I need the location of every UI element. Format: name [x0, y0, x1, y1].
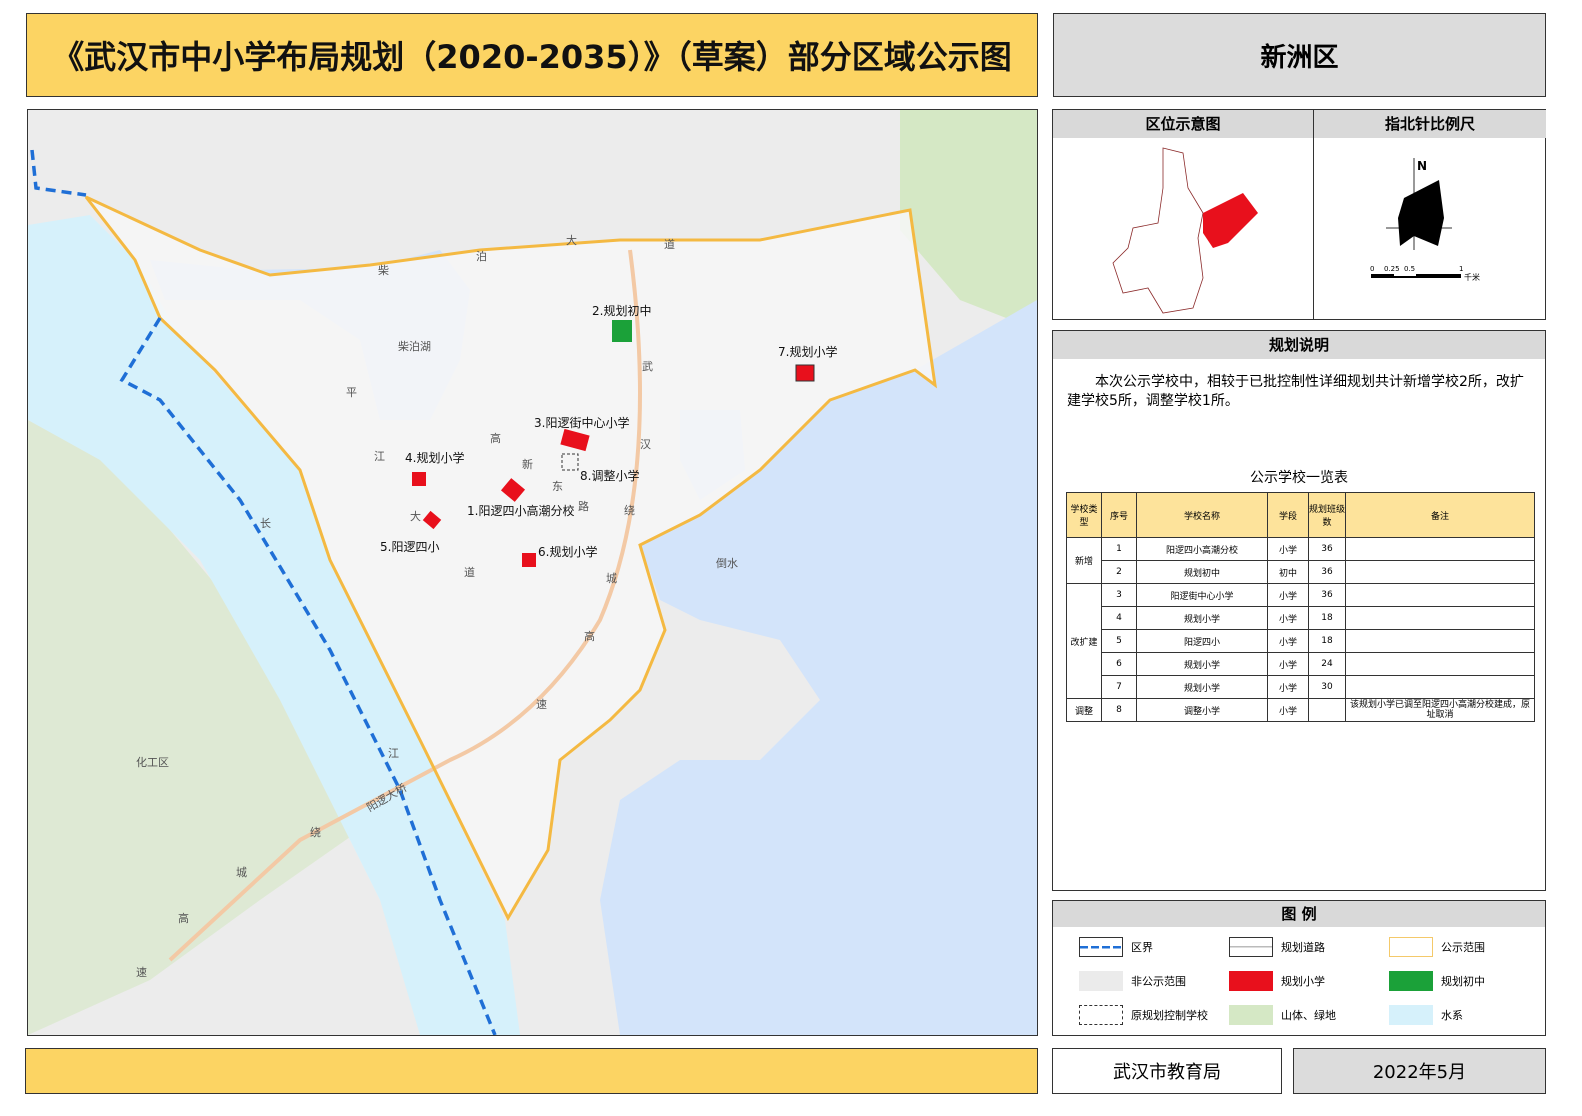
- road-swatch: [1229, 937, 1273, 957]
- footer-date: 2022年5月: [1293, 1048, 1546, 1094]
- road-labels: 大泊 道柴 平江 大道 武汉 绕城 高速 高新 东路 长江 绕城 高速: [136, 233, 675, 979]
- school-8-marker: [561, 453, 579, 471]
- school-table: 学校类型 序号 学校名称 学段 规划班级数 备注 新增 1 阳逻四小高潮分校 小学 36 2 规划初中…: [1066, 492, 1535, 722]
- svg-text:江: 江: [374, 450, 385, 463]
- table-row: 6 规划小学 小学 24: [1067, 652, 1535, 676]
- svg-text:绕: 绕: [624, 504, 635, 517]
- boundary-line: [84, 195, 937, 922]
- place-label: 柴泊湖: [398, 339, 431, 353]
- compass-title: 指北针比例尺: [1314, 110, 1546, 138]
- school-5-marker: [422, 510, 442, 530]
- svg-text:高: 高: [490, 431, 501, 445]
- green-area: [28, 420, 360, 1035]
- school-label: 5.阳逻四小: [380, 540, 439, 554]
- svg-text:江: 江: [388, 747, 399, 760]
- school-4-marker: [412, 472, 426, 486]
- water-swatch: [1389, 1005, 1433, 1025]
- table-row: 2 规划初中 初中 36: [1067, 560, 1535, 584]
- svg-text:柴: 柴: [378, 263, 389, 277]
- svg-text:泊: 泊: [476, 250, 487, 263]
- svg-text:汉: 汉: [640, 438, 651, 451]
- notes-text: 本次公示学校中，相较于已批控制性详细规划共计新增学校2所，改扩建学校5所，调整学…: [1067, 374, 1524, 409]
- school-label: 7.规划小学: [778, 344, 837, 359]
- table-row: 5 阳逻四小 小学 18: [1067, 629, 1535, 653]
- svg-text:路: 路: [578, 500, 589, 513]
- highway: [168, 249, 642, 962]
- north-label: N: [1417, 159, 1427, 173]
- compass-scale: N 0 0.25 0.5 1 千米: [1370, 158, 1480, 282]
- school-2-marker: [612, 320, 632, 342]
- svg-text:0.5: 0.5: [1404, 265, 1415, 273]
- svg-text:0.25: 0.25: [1384, 265, 1400, 273]
- svg-text:城: 城: [606, 572, 617, 585]
- school-label: 4.规划小学: [405, 450, 464, 465]
- school-label: 6.规划小学: [538, 544, 597, 559]
- nonpublic-swatch: [1079, 971, 1123, 991]
- legend-panel: 图 例 区界 规划道路 公示范围 非公示范围 规划小学 规划初中 原规划控制学校…: [1052, 900, 1546, 1036]
- school-label: 3.阳逻街中心小学: [534, 415, 629, 430]
- table-row: 新增 1 阳逻四小高潮分校 小学 36: [1066, 537, 1535, 584]
- school-3-marker: [560, 428, 590, 452]
- table-row: 4 规划小学 小学 18: [1067, 606, 1535, 630]
- school-7-marker: [795, 364, 815, 382]
- public-area: [86, 197, 935, 918]
- primary-school-swatch: [1229, 971, 1273, 991]
- place-label: 化工区: [136, 755, 169, 769]
- river-yangtze: [28, 215, 520, 1035]
- svg-text:1: 1: [1459, 265, 1463, 273]
- svg-text:长: 长: [260, 517, 271, 530]
- svg-text:绕: 绕: [310, 826, 321, 839]
- svg-text:高: 高: [178, 911, 189, 925]
- school-label: 2.规划初中: [592, 303, 651, 318]
- svg-text:大: 大: [566, 233, 577, 247]
- page-title: 《武汉市中小学布局规划（2020-2035）》（草案）部分区域公示图: [26, 13, 1038, 97]
- map[interactable]: 2.规划初中 7.规划小学 3.阳逻街中心小学 8.调整小学 4.规划小学 1.…: [27, 109, 1038, 1036]
- district-name: 新洲区: [1053, 13, 1546, 97]
- school-label: 1.阳逻四小高潮分校: [467, 503, 574, 518]
- notes-title: 规划说明: [1053, 331, 1545, 359]
- footer-org: 武汉市教育局: [1052, 1048, 1282, 1094]
- inset-panel: 区位示意图 指北针比例尺 N 0 0.25 0.5 1 千米: [1052, 109, 1546, 320]
- svg-text:新: 新: [522, 457, 533, 471]
- svg-text:0: 0: [1370, 265, 1374, 273]
- svg-text:平: 平: [346, 386, 357, 399]
- lake-daoshui: [600, 300, 1037, 1035]
- svg-text:武: 武: [642, 360, 653, 373]
- footer-bar: [25, 1048, 1038, 1094]
- green-area: [900, 110, 1037, 330]
- svg-text:城: 城: [236, 866, 247, 879]
- legend-title: 图 例: [1053, 901, 1545, 927]
- table-row: 7 规划小学 小学 30: [1067, 675, 1535, 699]
- public-area-swatch: [1389, 937, 1433, 957]
- school-label: 8.调整小学: [580, 468, 639, 483]
- svg-text:速: 速: [536, 698, 547, 711]
- green-swatch: [1229, 1005, 1273, 1025]
- svg-text:东: 东: [552, 480, 563, 493]
- school-1-marker: [500, 478, 526, 502]
- table-row: 改扩建 3 阳逻街中心小学 小学 36: [1066, 583, 1535, 699]
- map-canvas: 2.规划初中 7.规划小学 3.阳逻街中心小学 8.调整小学 4.规划小学 1.…: [28, 110, 1037, 1035]
- svg-text:道: 道: [664, 237, 675, 251]
- district-line-swatch: [1079, 937, 1123, 957]
- svg-text:道: 道: [464, 565, 475, 579]
- svg-text:速: 速: [136, 966, 147, 979]
- svg-text:高: 高: [584, 629, 595, 643]
- place-label: 倒水: [716, 557, 738, 570]
- svg-text:千米: 千米: [1464, 272, 1480, 282]
- location-map: [1112, 147, 1258, 314]
- table-row: 调整 8 调整小学 小学 该规划小学已调至阳逻四小高潮分校建成，原址取消: [1066, 698, 1535, 722]
- school-6-marker: [522, 553, 536, 567]
- district-line: [30, 149, 497, 1035]
- location-title: 区位示意图: [1053, 110, 1313, 138]
- table-caption: 公示学校一览表: [1250, 470, 1348, 486]
- svg-text:大: 大: [410, 509, 421, 523]
- original-school-swatch: [1079, 1005, 1123, 1025]
- middle-school-swatch: [1389, 971, 1433, 991]
